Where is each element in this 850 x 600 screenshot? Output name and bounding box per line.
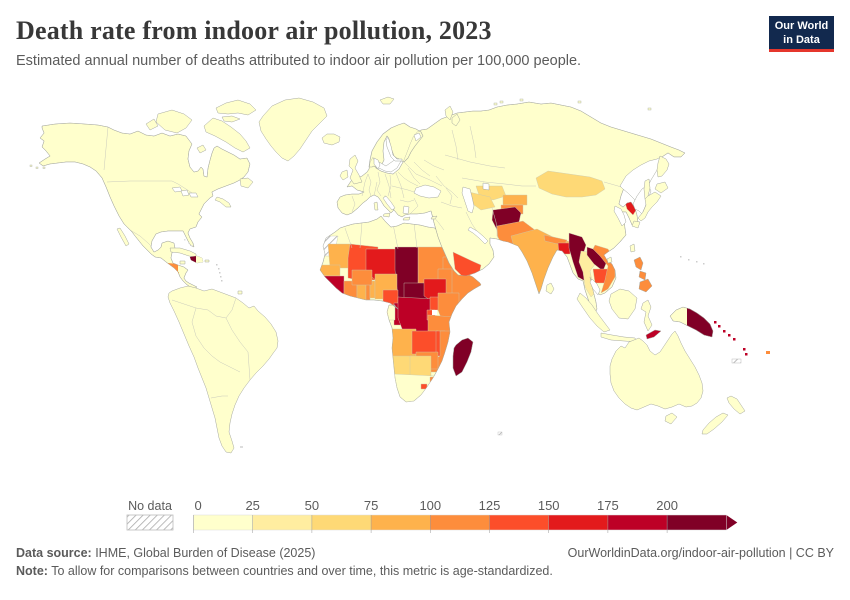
svg-text:175: 175	[597, 498, 619, 513]
svg-text:25: 25	[245, 498, 259, 513]
svg-text:0: 0	[195, 498, 202, 513]
svg-text:No data: No data	[128, 499, 172, 513]
svg-text:100: 100	[419, 498, 441, 513]
svg-text:50: 50	[305, 498, 319, 513]
svg-text:75: 75	[364, 498, 378, 513]
svg-text:150: 150	[538, 498, 560, 513]
svg-text:125: 125	[479, 498, 501, 513]
svg-text:200: 200	[656, 498, 678, 513]
